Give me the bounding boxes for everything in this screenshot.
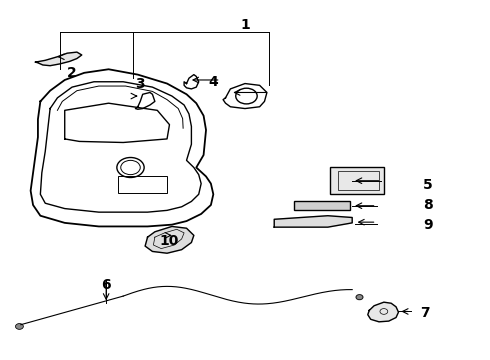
Circle shape	[356, 295, 363, 300]
Polygon shape	[145, 226, 194, 253]
FancyBboxPatch shape	[294, 202, 350, 210]
Text: 6: 6	[101, 278, 111, 292]
Circle shape	[16, 324, 24, 329]
Text: 7: 7	[420, 306, 430, 320]
Text: 2: 2	[67, 66, 77, 80]
Text: 8: 8	[423, 198, 433, 212]
Text: 9: 9	[423, 218, 433, 231]
Polygon shape	[35, 52, 82, 66]
Polygon shape	[274, 216, 352, 227]
Text: 10: 10	[160, 234, 179, 248]
Text: 4: 4	[208, 75, 218, 89]
Text: 5: 5	[423, 178, 433, 192]
Polygon shape	[368, 302, 398, 322]
FancyBboxPatch shape	[330, 167, 384, 194]
Text: 3: 3	[135, 77, 145, 91]
Text: 1: 1	[240, 18, 250, 32]
